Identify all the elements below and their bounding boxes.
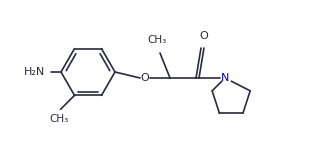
Text: CH₃: CH₃	[147, 35, 167, 45]
Text: O: O	[200, 31, 208, 41]
Text: O: O	[141, 73, 149, 83]
Text: CH₃: CH₃	[50, 114, 69, 124]
Text: N: N	[221, 73, 229, 83]
Text: H₂N: H₂N	[24, 67, 45, 77]
